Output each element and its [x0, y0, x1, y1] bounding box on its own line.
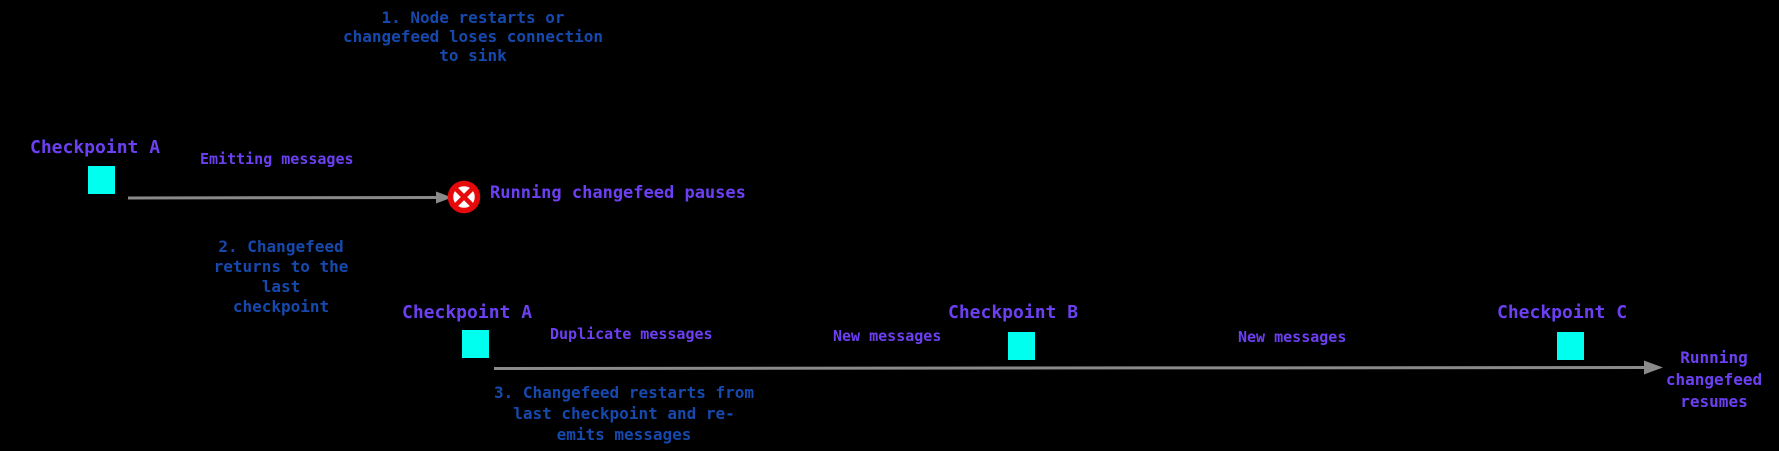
run1-checkpoint-a-marker — [88, 166, 115, 194]
duplicate-messages-label: Duplicate messages — [550, 325, 713, 343]
note-step-1: 1. Node restarts or changefeed loses con… — [342, 8, 604, 65]
run2-checkpoint-b-marker — [1008, 332, 1035, 360]
run1-checkpoint-a-label: Checkpoint A — [30, 137, 161, 158]
run2-arrow-line — [493, 366, 1647, 370]
run2-checkpoint-b-label: Checkpoint B — [948, 302, 1079, 323]
cancel-icon-x-stroke — [454, 187, 474, 207]
running-changefeed-resumes-label: Running changefeed resumes — [1665, 348, 1763, 411]
run1-arrow-line — [127, 196, 439, 200]
run1-arrowhead-icon — [436, 191, 452, 204]
run2-checkpoint-a-label: Checkpoint A — [402, 302, 533, 323]
new-messages-label-1: New messages — [833, 327, 942, 345]
run2-checkpoint-c-marker — [1557, 332, 1584, 360]
running-changefeed-pauses-label: Running changefeed pauses — [490, 183, 746, 203]
emitting-messages-label: Emitting messages — [200, 150, 354, 168]
changefeed-paused-cancel-icon — [447, 180, 481, 214]
note-step-2: 2. Changefeed returns to the last checkp… — [213, 237, 349, 316]
run2-checkpoint-c-label: Checkpoint C — [1497, 302, 1628, 323]
run2-timeline-arrow — [493, 360, 1663, 375]
run1-timeline-arrow — [127, 191, 452, 204]
note-step-3: 3. Changefeed restarts from last checkpo… — [493, 383, 755, 444]
run2-checkpoint-a-marker — [462, 330, 489, 358]
run2-arrowhead-icon — [1644, 360, 1663, 375]
new-messages-label-2: New messages — [1238, 328, 1347, 346]
